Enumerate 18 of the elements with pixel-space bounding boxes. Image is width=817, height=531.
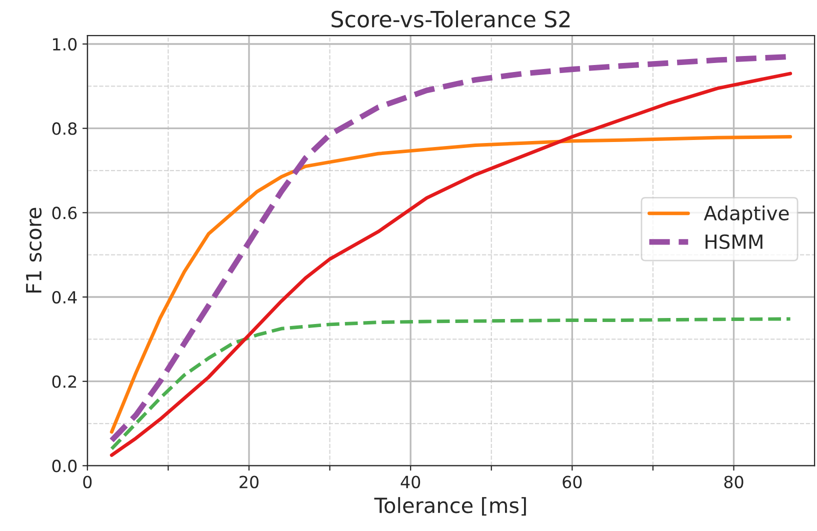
- x-tick-label: 40: [400, 476, 420, 488]
- y-tick-label: 0.2: [52, 375, 76, 388]
- x-tick-label: 0: [83, 476, 92, 488]
- x-tick-label: 20: [240, 476, 258, 488]
- y-tick-label: 0.4: [52, 290, 77, 304]
- line-series: [110, 135, 792, 434]
- legend-label: Adaptive: [704, 205, 789, 224]
- y-axis-title: F1 score: [26, 208, 42, 292]
- x-tick-label: 80: [724, 476, 744, 488]
- x-axis-title: Tolerance [ms]: [374, 497, 526, 516]
- line-series: [110, 317, 792, 451]
- y-tick-label: 0.8: [52, 122, 77, 135]
- y-tick-label: 1.0: [53, 38, 77, 51]
- x-tick-label: 60: [562, 476, 582, 488]
- legend-label: HSMM: [706, 234, 762, 250]
- chart-title: Score-vs-Tolerance S2: [332, 10, 570, 28]
- y-tick-label: 0.6: [52, 206, 77, 220]
- y-tick-label: 0.0: [52, 460, 77, 472]
